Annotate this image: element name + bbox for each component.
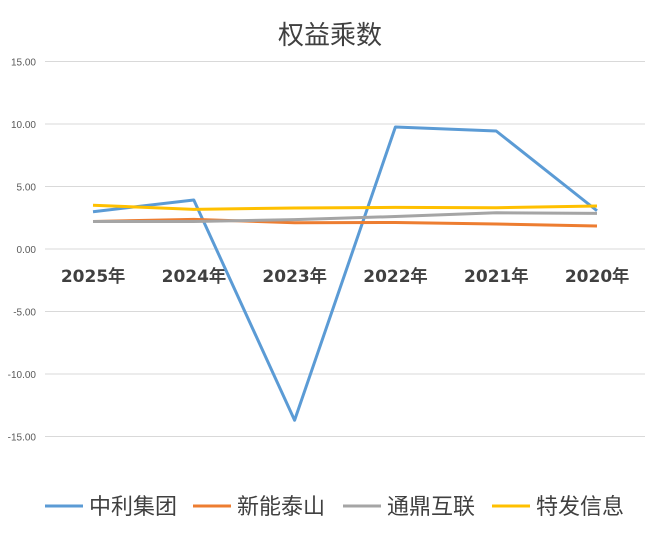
x-tick-label: 2021年 xyxy=(464,266,528,287)
series-line-2 xyxy=(92,217,598,228)
legend-label: 中利集团 xyxy=(89,495,177,520)
x-tick-label: 2022年 xyxy=(363,266,427,287)
y-tick-label: 15.00 xyxy=(11,58,36,69)
y-tick-label: -5.00 xyxy=(13,308,36,319)
legend-label: 新能泰山 xyxy=(237,495,325,520)
y-tick-label: 5.00 xyxy=(17,183,37,194)
chart-title: 权益乘数 xyxy=(278,21,382,51)
x-tick-label: 2025年 xyxy=(61,266,125,287)
series-line-1 xyxy=(92,125,598,422)
y-tick-label: -15.00 xyxy=(8,433,37,444)
x-tick-label: 2023年 xyxy=(262,266,326,287)
y-tick-label: 10.00 xyxy=(11,120,36,131)
y-tick-label: -10.00 xyxy=(8,370,37,381)
series-line-3 xyxy=(93,211,598,223)
legend-label: 通鼎互联 xyxy=(387,495,475,520)
series-line-4 xyxy=(92,203,598,211)
x-tick-label: 2024年 xyxy=(162,266,226,287)
legend-label: 特发信息 xyxy=(536,495,624,520)
y-tick-label: 0.00 xyxy=(17,245,37,256)
x-tick-label: 2020年 xyxy=(565,266,629,287)
